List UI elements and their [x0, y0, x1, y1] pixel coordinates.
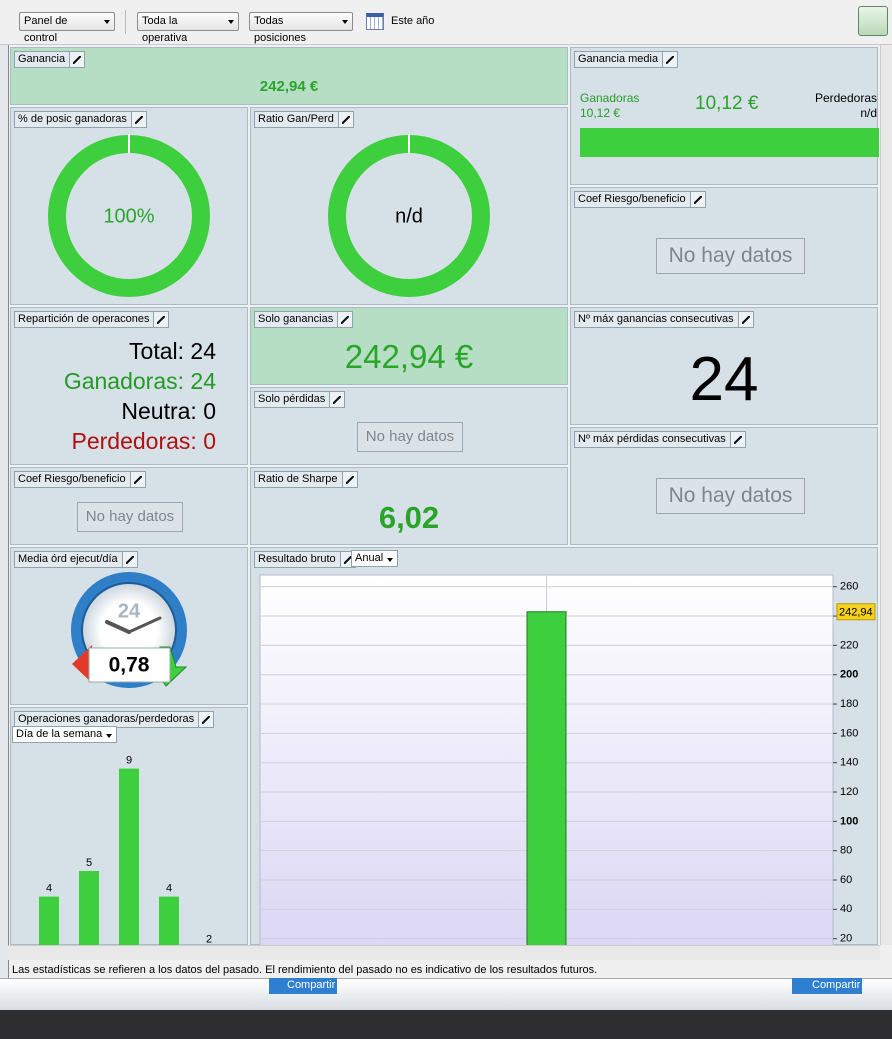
row-neutra: Neutra: 0	[64, 396, 216, 426]
winners-bar	[580, 128, 879, 157]
row-label: Total:	[129, 338, 185, 364]
panel-header[interactable]: Repartición de operacones	[14, 311, 170, 328]
settings-icon[interactable]	[858, 6, 888, 36]
panel-header[interactable]: Ganancia media	[574, 51, 679, 68]
footer-note: Las estadísticas se refieren a los datos…	[12, 964, 598, 976]
separator	[125, 10, 126, 34]
panel-reparticion: Repartición de operacones Total: 24 Gana…	[10, 307, 248, 465]
row-label: Neutra:	[121, 398, 197, 424]
panel-header[interactable]: Nº máx pérdidas consecutivas	[574, 431, 746, 448]
row-label: Ganadoras:	[63, 368, 185, 394]
weekday-dropdown[interactable]: Día de la semana	[12, 726, 118, 743]
row-perdedoras: Perdedoras: 0	[64, 426, 217, 456]
panel-header[interactable]: Media órd ejecut/día	[14, 551, 138, 568]
panel-ganancia-media: Ganancia media Ganadoras 10,12 € 10,12 €…	[570, 47, 879, 185]
taskbar	[0, 978, 892, 1010]
ganancia-value: 242,94 €	[259, 78, 319, 95]
row-value: 0	[203, 428, 216, 454]
period-label[interactable]: Este año	[391, 15, 435, 27]
panel-coef-riesgo-left: Coef Riesgo/beneficio No hay datos	[10, 467, 248, 545]
vertical-scrollbar[interactable]	[880, 45, 892, 945]
losers-value: n/d	[860, 106, 877, 120]
panel-coef-riesgo: Coef Riesgo/beneficio No hay datos	[570, 187, 878, 305]
period-dropdown[interactable]: Anual	[351, 550, 399, 567]
panel-dropdown[interactable]: Panel de control	[19, 12, 115, 44]
panel-pct-ganadoras: % de posic ganadoras	[10, 107, 248, 305]
winners-value: 10,12 €	[580, 106, 621, 120]
toolbar	[0, 0, 892, 45]
panel-header[interactable]: Solo pérdidas	[254, 391, 346, 408]
panel-header[interactable]: Coef Riesgo/beneficio	[574, 191, 706, 208]
panel-ganancia: Ganancia 242,94 €	[10, 47, 568, 105]
panel-max-perdidas: Nº máx pérdidas consecutivas No hay dato…	[570, 427, 878, 545]
no-data: No hay datos	[77, 502, 183, 532]
calendar-icon[interactable]	[366, 13, 384, 30]
panel-header[interactable]: Coef Riesgo/beneficio	[14, 471, 146, 488]
panel-header[interactable]: Ganancia	[14, 51, 86, 68]
average-value: 10,12 €	[695, 93, 759, 114]
row-label: Perdedoras:	[71, 428, 197, 454]
losers-label: Perdedoras	[814, 91, 877, 105]
row-value: 0	[203, 398, 216, 424]
winners-label: Ganadoras	[580, 91, 640, 105]
posiciones-dropdown[interactable]: Todas posiciones	[249, 12, 353, 44]
row-ganadoras: Ganadoras: 24	[64, 366, 216, 396]
sharpe-value: 6,02	[378, 500, 440, 535]
panel-ratio: Ratio Gan/Perd	[250, 107, 568, 305]
panel-resultado: Resultado bruto Anual	[250, 547, 878, 945]
panel-media-ord: Media órd ejecut/día	[10, 547, 248, 705]
panel-header[interactable]: Solo ganancias	[254, 311, 354, 328]
panel-header[interactable]: Ratio de Sharpe	[254, 471, 358, 488]
reparticion-rows: Total: 24 Ganadoras: 24 Neutra: 0 Perded…	[64, 336, 216, 456]
share-button[interactable]: Compartir	[792, 978, 862, 994]
panel-header[interactable]: % de posic ganadoras	[14, 111, 147, 128]
solo-ganancias-value: 242,94 €	[344, 338, 474, 375]
horizontal-scrollbar[interactable]	[8, 945, 880, 960]
no-data: No hay datos	[357, 422, 463, 452]
row-value: 24	[190, 338, 216, 364]
row-value: 24	[190, 368, 216, 394]
panel-solo-ganancias: Solo ganancias 242,94 €	[250, 307, 568, 385]
panel-header[interactable]: Nº máx ganancias consecutivas	[574, 311, 754, 328]
row-total: Total: 24	[64, 336, 216, 366]
panel-sharpe: Ratio de Sharpe 6,02	[250, 467, 568, 545]
no-data: No hay datos	[656, 238, 805, 274]
panel-solo-perdidas: Solo pérdidas No hay datos	[250, 387, 568, 465]
dark-strip	[0, 1010, 892, 1039]
share-button[interactable]: Compartir	[269, 978, 337, 994]
max-ganancias-value: 24	[689, 345, 759, 414]
panel-header[interactable]: Ratio Gan/Perd	[254, 111, 354, 128]
panel-max-ganancias: Nº máx ganancias consecutivas 24	[570, 307, 878, 425]
panel-header[interactable]: Resultado bruto	[254, 551, 356, 568]
panel-operaciones: Operaciones ganadoras/perdedoras Día de …	[10, 707, 248, 945]
background-window	[0, 45, 9, 978]
no-data: No hay datos	[656, 478, 805, 514]
operativa-dropdown[interactable]: Toda la operativa	[137, 12, 239, 44]
